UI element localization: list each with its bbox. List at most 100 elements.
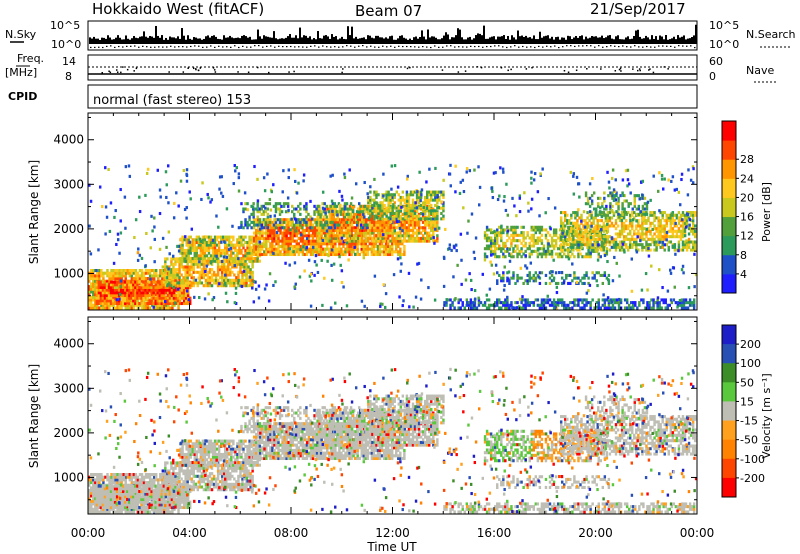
power-cell (110, 268, 113, 273)
power-cell (256, 210, 259, 214)
power-cell (405, 190, 409, 194)
power-cell (217, 235, 221, 239)
noise-search-dot (386, 46, 388, 48)
power-cell (150, 296, 153, 300)
noise-bar (331, 34, 333, 44)
noise-bar (557, 36, 559, 44)
power-cell (385, 234, 388, 238)
power-cell (324, 239, 327, 243)
power-cell (432, 190, 435, 194)
power-cell (142, 296, 145, 300)
power-cell (152, 268, 156, 273)
power-cell (188, 273, 191, 277)
power-cell (170, 268, 173, 272)
power-cell (387, 239, 390, 243)
power-cell (417, 226, 421, 230)
power-cell (154, 283, 157, 287)
power-cell (103, 291, 107, 295)
power-cell (393, 193, 396, 197)
power-cell (604, 216, 608, 220)
noise-bar (563, 37, 565, 44)
power-cell (346, 231, 349, 235)
power-cell (166, 299, 170, 303)
power-cell (126, 283, 129, 287)
power-cell (504, 241, 507, 245)
noise-bar (591, 35, 593, 44)
power-cell (220, 281, 224, 285)
power-cell (348, 204, 352, 208)
power-cell (126, 288, 129, 292)
power-cell (409, 209, 413, 213)
power-cell (391, 231, 394, 235)
power-cell (580, 232, 583, 236)
power-cell (293, 223, 296, 227)
power-cell (371, 198, 374, 202)
power-cell (206, 270, 210, 274)
noise-search-dot (406, 45, 408, 48)
power-cell (559, 232, 563, 236)
power-cell (391, 236, 394, 240)
power-cell (483, 233, 487, 237)
power-cell (574, 229, 577, 233)
power-cell (372, 242, 376, 246)
power-cell (331, 202, 335, 206)
power-cell (423, 198, 427, 202)
noise-bar (171, 37, 173, 44)
noise-bar (435, 37, 437, 44)
power-cell (168, 283, 172, 287)
power-cell (299, 239, 303, 243)
power-cell (614, 221, 618, 225)
power-cell (605, 252, 609, 256)
power-cell (538, 239, 542, 243)
power-cell (179, 243, 182, 247)
freq-strip: Freq. [MHz] 14 8 60 0 Nave (5, 52, 778, 83)
noise-bar (309, 36, 311, 44)
power-cell (633, 240, 636, 244)
power-cell (170, 288, 174, 292)
power-cell (405, 211, 409, 216)
power-cell (201, 248, 205, 253)
power-cell (522, 252, 525, 256)
power-cell (234, 246, 237, 250)
noise-search-dot (570, 45, 572, 47)
power-cell (667, 245, 670, 249)
power-cell (487, 228, 491, 232)
power-cell (224, 256, 227, 261)
power-cell (203, 238, 207, 242)
power-cell (651, 235, 654, 239)
power-cell (538, 231, 542, 235)
power-cell (359, 228, 362, 232)
power-cell (208, 278, 212, 282)
power-cell (395, 231, 398, 235)
noise-bar (221, 39, 223, 44)
power-cell (340, 242, 343, 246)
power-cell (265, 234, 268, 238)
power-cell (97, 301, 101, 306)
power-cell (315, 247, 319, 251)
power-cell (259, 236, 262, 240)
noise-bar (387, 38, 389, 44)
power-cell (375, 193, 378, 197)
power-cell (368, 242, 372, 246)
power-cell (244, 223, 247, 227)
power-cell (283, 218, 286, 222)
power-cell (138, 268, 142, 273)
noise-bar (179, 38, 181, 44)
power-cell (657, 237, 660, 241)
power-cell (211, 254, 215, 258)
power-cell (104, 306, 107, 310)
power-cell (210, 278, 214, 282)
power-cell (602, 224, 606, 228)
power-cell (287, 247, 290, 251)
power-cell (421, 228, 425, 232)
power-cell (210, 276, 214, 280)
freq-dot (122, 66, 124, 68)
power-cell (267, 239, 270, 243)
power-cell (580, 243, 583, 247)
power-cell (356, 207, 360, 211)
power-cell (237, 276, 240, 280)
power-cell (297, 226, 301, 230)
power-cell (399, 242, 402, 246)
power-cell (330, 242, 333, 246)
noise-search-dot (550, 46, 552, 48)
